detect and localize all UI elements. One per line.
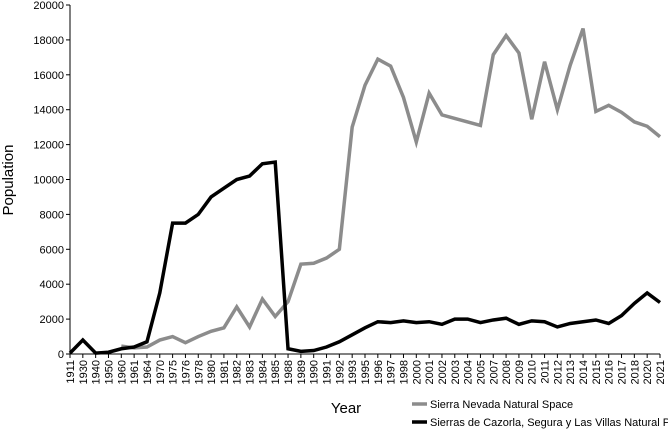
x-tick-label: 2001	[424, 360, 436, 384]
y-tick-label: 4000	[40, 279, 64, 291]
x-tick-label: 2021	[655, 360, 667, 384]
x-tick-label: 2005	[475, 360, 487, 384]
x-tick-label: 1911	[65, 360, 77, 384]
x-tick-label: 1991	[322, 360, 334, 384]
x-tick-label: 2003	[450, 360, 462, 384]
legend: Sierra Nevada Natural Space Sierras de C…	[412, 399, 668, 429]
legend-label-sierra-nevada: Sierra Nevada Natural Space	[430, 399, 573, 411]
x-tick-label: 1982	[232, 360, 244, 384]
x-tick-label: 1964	[142, 360, 154, 384]
x-axis-tick-labels: 1911 1930 1940 1950 1960 1961 1964 1970 1975 1976…	[65, 354, 667, 384]
y-tick-label: 8000	[40, 209, 64, 221]
x-tick-label: 1970	[155, 360, 167, 384]
y-tick-label: 10000	[33, 175, 64, 187]
y-tick-label: 2000	[40, 314, 64, 326]
series-lines	[68, 27, 662, 355]
x-tick-label: 1990	[309, 360, 321, 384]
x-tick-label: 1989	[296, 360, 308, 384]
x-tick-label: 2000	[411, 360, 423, 384]
y-tick-label: 16000	[33, 70, 64, 82]
y-tick-label: 6000	[40, 244, 64, 256]
x-tick-label: 1998	[398, 360, 410, 384]
x-tick-label: 2009	[514, 360, 526, 384]
y-tick-label: 18000	[33, 35, 64, 47]
y-tick-label: 0	[58, 349, 64, 361]
x-tick-label: 2008	[501, 360, 513, 384]
y-tick-label: 20000	[33, 0, 64, 12]
x-tick-label: 1976	[180, 360, 192, 384]
x-tick-label: 1995	[360, 360, 372, 384]
x-tick-label: 1975	[168, 360, 180, 384]
x-tick-label: 1992	[334, 360, 346, 384]
x-tick-label: 2007	[488, 360, 500, 384]
legend-label-cazorla: Sierras de Cazorla, Segura y Las Villas …	[430, 417, 668, 429]
x-tick-label: 1983	[245, 360, 257, 384]
x-tick-label: 1985	[270, 360, 282, 384]
x-tick-label: 2020	[642, 360, 654, 384]
series-line-sierra-nevada	[121, 27, 662, 350]
x-tick-label: 1930	[78, 360, 90, 384]
x-tick-label: 1993	[347, 360, 359, 384]
x-tick-label: 2016	[604, 360, 616, 384]
x-tick-label: 2012	[552, 360, 564, 384]
x-tick-label: 1988	[283, 360, 295, 384]
y-tick-label: 12000	[33, 140, 64, 152]
x-tick-label: 2018	[629, 360, 641, 384]
x-tick-label: 1950	[103, 360, 115, 384]
x-tick-label: 1980	[206, 360, 218, 384]
x-tick-label: 2013	[565, 360, 577, 384]
x-tick-label: 1978	[193, 360, 205, 384]
x-tick-label: 2015	[591, 360, 603, 384]
x-tick-label: 1961	[129, 360, 141, 384]
y-axis-title: Population	[0, 145, 17, 216]
y-axis-tick-labels: 0 2000 4000 6000 8000 10000 12000 14000 16000 180…	[33, 0, 70, 361]
x-tick-label: 2017	[617, 360, 629, 384]
x-tick-label: 2014	[578, 360, 590, 384]
x-tick-label: 2004	[463, 360, 475, 384]
x-tick-label: 2010	[527, 360, 539, 384]
x-tick-label: 1996	[373, 360, 385, 384]
x-tick-label: 2011	[540, 360, 552, 384]
x-tick-label: 1960	[116, 360, 128, 384]
series-line-cazorla	[68, 160, 662, 355]
x-axis-title: Year	[331, 400, 361, 417]
x-tick-label: 1984	[257, 360, 269, 384]
x-tick-label: 1997	[386, 360, 398, 384]
x-tick-label: 1981	[219, 360, 231, 384]
y-tick-label: 14000	[33, 105, 64, 117]
x-tick-label: 1940	[91, 360, 103, 384]
axes	[69, 5, 660, 355]
x-tick-label: 2002	[437, 360, 449, 384]
